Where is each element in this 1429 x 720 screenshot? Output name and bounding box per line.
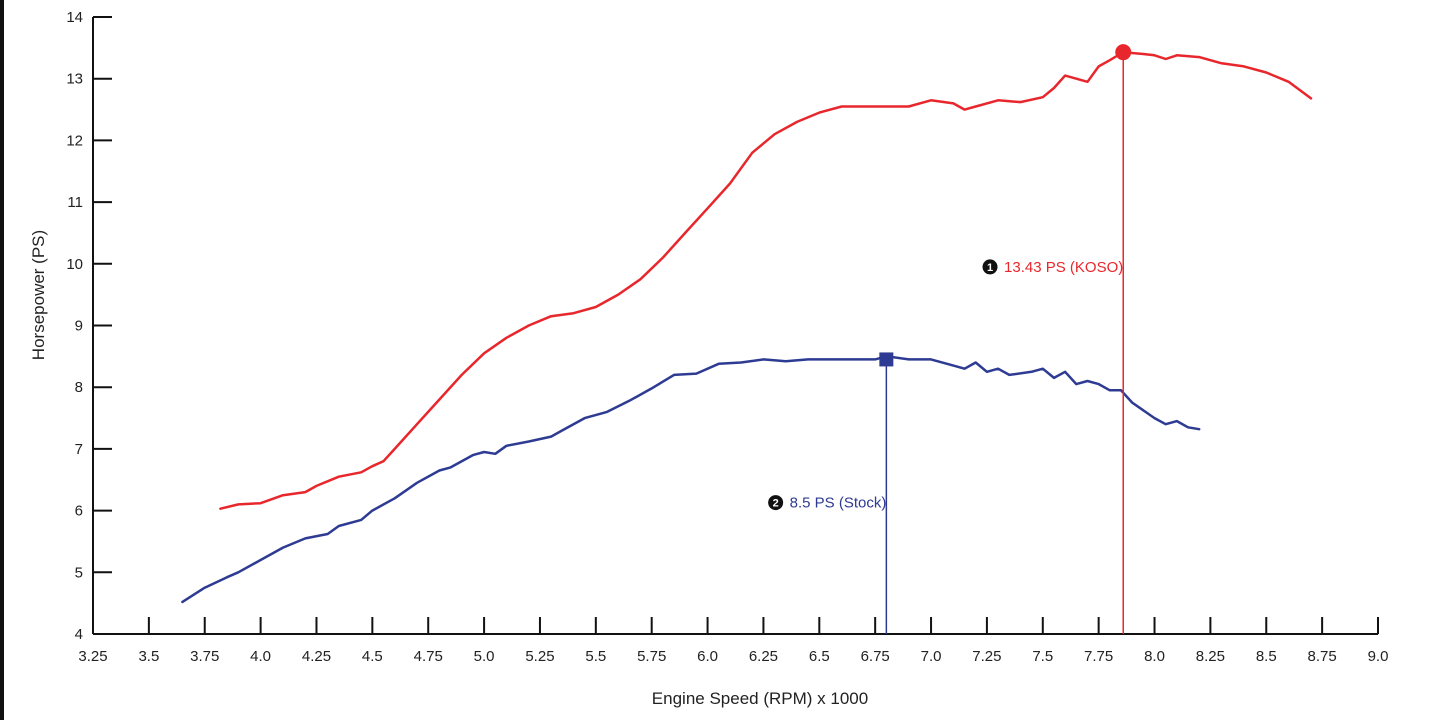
axes — [92, 17, 1378, 635]
annotation-label-1: 13.43 PS (KOSO) — [1004, 259, 1123, 276]
x-tick-label: 4.0 — [250, 648, 271, 665]
annotation-badge-number-1: 1 — [987, 262, 993, 274]
y-tick-label: 8 — [75, 379, 83, 396]
x-axis-ticks: 3.25 3.5 3.75 4.0 4.25 4.5 4.75 5.0 5.25 5.5 5.75 6… — [78, 617, 1388, 665]
annotation-badge-2 — [768, 495, 784, 511]
x-tick-label: 6.0 — [697, 648, 718, 665]
x-tick-label: 8.0 — [1144, 648, 1165, 665]
annotations-layer: 13.43 PS (KOSO) 1 8.5 PS (Stock) 2 — [768, 44, 1132, 634]
y-tick-label: 11 — [67, 194, 83, 211]
y-tick-label: 5 — [75, 564, 83, 581]
y-axis-ticks: 4 5 6 7 8 9 10 11 12 13 14 — [66, 9, 112, 643]
series-layer — [181, 50, 1313, 604]
x-tick-label: 8.5 — [1256, 648, 1277, 665]
y-tick-label: 14 — [66, 9, 83, 26]
y-tick-label: 4 — [75, 626, 83, 643]
x-tick-label: 4.25 — [302, 648, 331, 665]
annotation-badge-number-2: 2 — [773, 498, 779, 510]
x-tick-label: 4.5 — [362, 648, 383, 665]
y-tick-label: 12 — [66, 132, 83, 149]
peak-marker-circle — [1115, 44, 1132, 61]
x-tick-label: 7.0 — [921, 648, 942, 665]
x-axis-title: Engine Speed (RPM) x 1000 — [652, 689, 868, 708]
y-tick-label: 6 — [75, 503, 83, 520]
x-tick-label: 5.75 — [637, 648, 666, 665]
y-tick-label: 9 — [75, 318, 83, 335]
x-tick-label: 6.5 — [809, 648, 830, 665]
x-tick-label: 5.25 — [525, 648, 554, 665]
x-tick-label: 7.25 — [972, 648, 1001, 665]
x-tick-label: 3.75 — [190, 648, 219, 665]
x-tick-label: 3.5 — [138, 648, 159, 665]
annotation-badge-1 — [982, 259, 998, 275]
x-tick-label: 8.75 — [1308, 648, 1337, 665]
x-tick-label: 7.5 — [1032, 648, 1053, 665]
x-tick-label: 6.25 — [749, 648, 778, 665]
series-line-1 — [219, 50, 1313, 510]
x-tick-label: 5.0 — [474, 648, 495, 665]
left-border-bar — [0, 0, 4, 720]
x-tick-label: 8.25 — [1196, 648, 1225, 665]
annotation-label-2: 8.5 PS (Stock) — [790, 495, 887, 512]
x-tick-label: 6.75 — [861, 648, 890, 665]
peak-marker-square — [879, 352, 894, 367]
series-line-2 — [181, 355, 1201, 604]
y-tick-label: 7 — [75, 441, 83, 458]
x-tick-label: 5.5 — [585, 648, 606, 665]
y-tick-label: 13 — [66, 71, 83, 88]
x-tick-label: 9.0 — [1368, 648, 1389, 665]
y-tick-label: 10 — [66, 256, 83, 273]
x-tick-label: 3.25 — [78, 648, 107, 665]
x-tick-label: 7.75 — [1084, 648, 1113, 665]
y-axis-title: Horsepower (PS) — [29, 230, 48, 360]
x-tick-label: 4.75 — [414, 648, 443, 665]
